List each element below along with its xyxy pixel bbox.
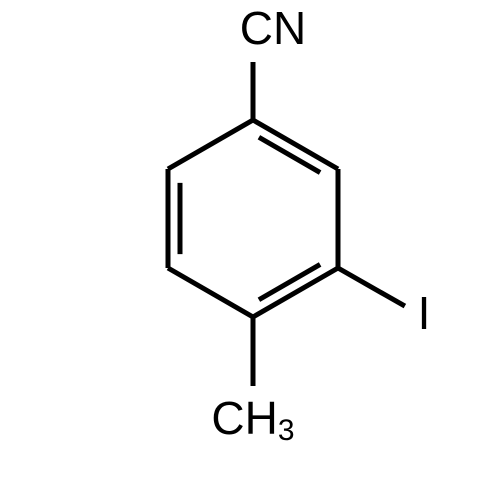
bond-line (168, 120, 253, 169)
molecule-diagram: CN I CH3 (0, 0, 500, 500)
methyl-label-subscript: 3 (278, 414, 295, 447)
cyano-label: CN (240, 2, 306, 54)
bond-line (253, 268, 338, 317)
bond-line (168, 268, 253, 317)
iodo-label: I (418, 287, 431, 339)
methyl-label-base: CH (211, 392, 277, 444)
bonds-layer (168, 62, 405, 386)
labels-layer: CN I CH3 (211, 2, 430, 447)
bond-line (338, 268, 405, 306)
bond-line (253, 120, 338, 169)
methyl-label: CH3 (211, 392, 294, 447)
